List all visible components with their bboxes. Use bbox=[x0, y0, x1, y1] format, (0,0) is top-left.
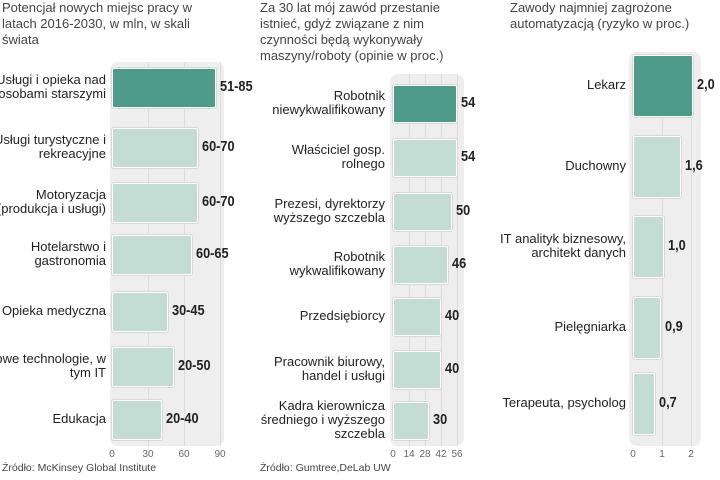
category-label: Kadra kierownicza średniego i wyższego s… bbox=[255, 395, 385, 445]
bar bbox=[112, 68, 216, 108]
source-note: Źródło: Gumtree,DeLab UW bbox=[260, 462, 391, 474]
category-label: Usługi turystyczne i rekreacyjne bbox=[0, 122, 106, 172]
bar bbox=[112, 235, 192, 275]
bar bbox=[393, 298, 441, 336]
value-label: 51-85 bbox=[220, 78, 253, 95]
x-tick-label: 0 bbox=[390, 449, 396, 460]
category-label: Duchowny bbox=[496, 141, 626, 191]
bar bbox=[393, 85, 457, 123]
value-label: 50 bbox=[456, 202, 471, 219]
category-label: Usługi i opieka nad osobami starszymi bbox=[0, 62, 106, 112]
category-label: Przedsiębiorcy bbox=[255, 291, 385, 341]
category-text: Usługi turystyczne i rekreacyjne bbox=[0, 132, 106, 161]
value-label: 60-70 bbox=[202, 193, 235, 210]
chart-title: Potencjał nowych miejsc pracy w latach 2… bbox=[2, 0, 193, 47]
bar bbox=[393, 351, 441, 389]
bar bbox=[393, 139, 457, 177]
x-tick-label: 2 bbox=[688, 449, 694, 460]
category-text: Nowe technologie, w tym IT bbox=[0, 351, 106, 380]
bar bbox=[112, 183, 198, 223]
x-tick-label: 56 bbox=[451, 449, 463, 460]
category-text: Przedsiębiorcy bbox=[299, 308, 385, 323]
value-label: 30-45 bbox=[172, 302, 205, 319]
category-text: Właściciel gosp. rolnego bbox=[291, 142, 385, 171]
category-text: Kadra kierownicza średniego i wyższego s… bbox=[260, 398, 385, 441]
category-label: Hotelarstwo i gastronomia bbox=[0, 229, 106, 279]
chart-title: Za 30 lat mój zawód przestanie istnieć, … bbox=[260, 0, 444, 63]
x-tick-label: 30 bbox=[142, 449, 154, 460]
category-text: Pielęgniarka bbox=[554, 319, 626, 334]
value-label: 46 bbox=[451, 255, 466, 272]
source-note: Źródło: McKinsey Global Institute bbox=[2, 462, 157, 474]
category-text: Terapeuta, psycholog bbox=[502, 395, 626, 410]
value-label: 0,9 bbox=[665, 318, 683, 335]
x-tick-label: 14 bbox=[403, 449, 415, 460]
x-tick-label: 90 bbox=[214, 449, 226, 460]
category-text: Robotnik wykwalifikowany bbox=[289, 249, 385, 278]
category-text: IT analityk biznesowy, architekt danych bbox=[500, 231, 626, 260]
bar bbox=[633, 55, 693, 117]
category-text: Robotnik niewykwalifikowany bbox=[272, 88, 385, 117]
category-label: Edukacja bbox=[0, 394, 106, 444]
category-label: Lekarz bbox=[496, 60, 626, 110]
category-label: Prezesi, dyrektorzy wyższego szczebla bbox=[255, 186, 385, 236]
category-text: Usługi i opieka nad osobami starszymi bbox=[0, 72, 106, 101]
category-text: Motoryzacja (produkcja i usługi) bbox=[0, 187, 106, 216]
category-text: Duchowny bbox=[565, 158, 626, 173]
bar bbox=[112, 292, 168, 332]
gridline bbox=[220, 62, 221, 446]
category-label: Pracownik biurowy, handel i usługi bbox=[255, 344, 385, 394]
bar bbox=[633, 136, 682, 198]
bar bbox=[393, 402, 430, 440]
category-label: Robotnik wykwalifikowany bbox=[255, 239, 385, 289]
value-label: 60-70 bbox=[202, 138, 235, 155]
x-tick-label: 0 bbox=[109, 449, 115, 460]
category-text: Hotelarstwo i gastronomia bbox=[30, 239, 106, 268]
value-label: 40 bbox=[444, 360, 459, 377]
bar bbox=[393, 193, 453, 231]
category-label: Robotnik niewykwalifikowany bbox=[255, 78, 385, 128]
x-tick-label: 60 bbox=[178, 449, 190, 460]
bar bbox=[633, 216, 664, 278]
value-label: 54 bbox=[460, 94, 475, 111]
category-label: Nowe technologie, w tym IT bbox=[0, 341, 106, 391]
category-text: Lekarz bbox=[586, 77, 626, 92]
bar bbox=[393, 246, 448, 284]
category-text: Prezesi, dyrektorzy wyższego szczebla bbox=[273, 196, 385, 225]
bar bbox=[112, 347, 174, 387]
category-label: Opieka medyczna bbox=[0, 286, 106, 336]
gridline bbox=[691, 52, 692, 446]
category-text: Edukacja bbox=[52, 411, 106, 426]
bar bbox=[633, 373, 656, 435]
value-label: 60-65 bbox=[196, 245, 229, 262]
category-label: Motoryzacja (produkcja i usługi) bbox=[0, 177, 106, 227]
category-label: Właściciel gosp. rolnego bbox=[255, 132, 385, 182]
x-tick-label: 1 bbox=[659, 449, 665, 460]
value-label: 30 bbox=[433, 411, 448, 428]
gridline bbox=[457, 74, 458, 446]
x-tick-label: 0 bbox=[630, 449, 636, 460]
bar bbox=[112, 128, 198, 168]
category-text: Opieka medyczna bbox=[1, 303, 106, 318]
chart-title: Zawody najmniej zagrożone automatyzacją … bbox=[510, 0, 690, 31]
category-label: Terapeuta, psycholog bbox=[496, 378, 626, 428]
value-label: 1,0 bbox=[668, 237, 686, 254]
category-label: IT analityk biznesowy, architekt danych bbox=[496, 221, 626, 271]
value-label: 40 bbox=[444, 307, 459, 324]
value-label: 0,7 bbox=[659, 394, 678, 411]
x-tick-label: 42 bbox=[435, 449, 447, 460]
value-label: 2,0 bbox=[697, 76, 715, 93]
bar bbox=[112, 400, 162, 440]
value-label: 20-40 bbox=[166, 410, 199, 427]
value-label: 1,6 bbox=[685, 157, 704, 174]
category-text: Pracownik biurowy, handel i usługi bbox=[273, 354, 385, 383]
x-tick-label: 28 bbox=[419, 449, 431, 460]
value-label: 54 bbox=[460, 148, 475, 165]
value-label: 20-50 bbox=[178, 357, 211, 374]
bar bbox=[633, 297, 662, 359]
category-label: Pielęgniarka bbox=[496, 302, 626, 352]
